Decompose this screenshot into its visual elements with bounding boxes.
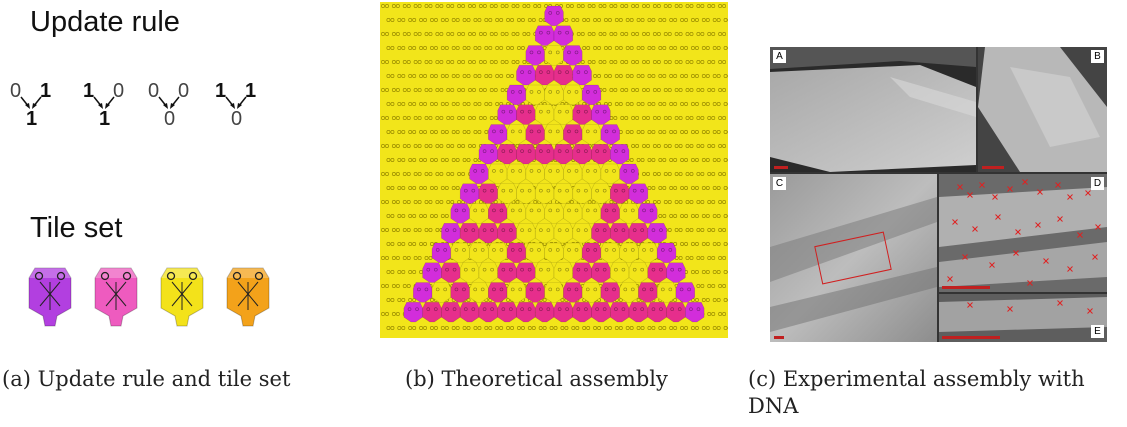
theoretical-assembly-figure xyxy=(380,2,728,338)
micrograph-label-b: B xyxy=(1091,50,1104,63)
caption-c-line1: (c) Experimental assembly with xyxy=(748,367,1085,391)
rule-input-left: 0 xyxy=(148,80,160,102)
rule-arrows xyxy=(93,96,115,109)
tile-yellow xyxy=(160,267,204,327)
rule-input-right: 0 xyxy=(178,80,190,102)
micrograph-label-d: D xyxy=(1091,177,1104,190)
micrograph-label-a: A xyxy=(773,50,786,63)
rule-input-right: 1 xyxy=(40,80,52,102)
update-rule-title: Update rule xyxy=(30,6,180,38)
tile-pink xyxy=(94,267,138,327)
rule-arrows xyxy=(20,96,42,109)
caption-b: (b) Theoretical assembly xyxy=(405,367,668,391)
micrograph-label-e: E xyxy=(1091,325,1104,338)
rule-output: 1 xyxy=(26,108,38,130)
tile-set xyxy=(25,262,285,342)
tile-purple xyxy=(28,267,72,327)
afm-micrographs xyxy=(770,47,1107,342)
rule-input-right: 0 xyxy=(113,80,125,102)
rule-output: 0 xyxy=(231,108,243,130)
caption-a: (a) Update rule and tile set xyxy=(2,367,291,391)
rule-input-left: 1 xyxy=(215,80,227,102)
rule-input-left: 0 xyxy=(10,80,22,102)
rule-output: 0 xyxy=(164,108,176,130)
tile-set-title: Tile set xyxy=(30,212,123,244)
experimental-assembly-figure: A B C D E xyxy=(770,47,1107,342)
rule-input-left: 1 xyxy=(83,80,95,102)
rule-output: 1 xyxy=(99,108,111,130)
rule-input-right: 1 xyxy=(245,80,257,102)
tile-orange xyxy=(226,267,270,327)
rule-arrows xyxy=(225,96,247,109)
rule-arrows xyxy=(158,96,180,109)
caption-c-line2: DNA xyxy=(748,394,799,418)
sierpinski-assembly xyxy=(380,2,728,338)
micrograph-label-c: C xyxy=(773,177,786,190)
